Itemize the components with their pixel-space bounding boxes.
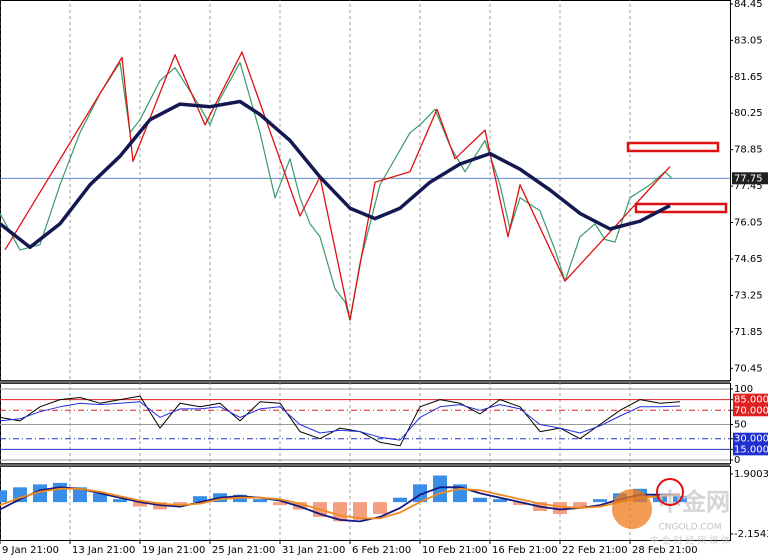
y-tick-label-box [733, 393, 768, 406]
histogram-bar [33, 484, 47, 503]
histogram-bar [393, 497, 407, 503]
x-tick-label: 22 Feb 21:00 [562, 545, 628, 556]
histogram-bar [133, 502, 147, 507]
histogram-bar [113, 499, 127, 503]
y-tick-label: 100 [734, 384, 753, 395]
y-tick-label-box [733, 404, 768, 417]
y-tick-label: 76.05 [734, 218, 763, 229]
histogram-bar [253, 499, 267, 503]
watermark-tagline: 中 金 财 经 网 媒 体 [650, 535, 730, 547]
watermark: 中金网 CNGOLD.COM 中 金 财 经 网 媒 体 [612, 488, 730, 547]
y-tick-label: 84.45 [734, 0, 763, 10]
y-tick-label: 0 [734, 455, 740, 466]
y-tick-label-box [733, 432, 768, 445]
histogram-bar [193, 496, 207, 503]
series-line [0, 99, 671, 250]
x-tick-label: 9 Jan 21:00 [2, 545, 59, 556]
support-box [634, 202, 728, 214]
histogram-bar [93, 493, 107, 503]
current-price-box [732, 172, 768, 185]
highlight-circle [656, 478, 684, 506]
x-tick-label: 6 Feb 21:00 [352, 545, 411, 556]
histogram-bar [173, 502, 187, 506]
histogram-bar [0, 490, 7, 503]
y-tick-label: 80.25 [734, 108, 763, 119]
y-tick-label: 83.05 [734, 35, 763, 46]
y-tick-label: 74.65 [734, 254, 763, 265]
watermark-logo-icon [612, 489, 652, 529]
y-tick-label: 71.85 [734, 327, 763, 338]
y-tick-label: 81.65 [734, 72, 763, 83]
histogram-bar [473, 497, 487, 503]
x-tick-label: 25 Jan 21:00 [212, 545, 275, 556]
histogram-bar [593, 499, 607, 503]
histogram-bar [53, 482, 67, 503]
y-tick-label: 70.45 [734, 363, 763, 374]
current-price-label: 77.75 [734, 173, 763, 184]
histogram-bar [493, 499, 507, 503]
x-tick-label: 19 Jan 21:00 [142, 545, 205, 556]
y-tick-label: 1.9003 [734, 469, 768, 480]
histogram-bar [573, 502, 587, 509]
watermark-url: CNGOLD.COM [658, 523, 721, 533]
histogram-bar [353, 502, 367, 520]
histogram-bar [73, 487, 87, 503]
histogram-bar [273, 502, 287, 506]
x-tick-label: 10 Feb 21:00 [422, 545, 488, 556]
x-tick-label: 16 Feb 21:00 [492, 545, 558, 556]
y-tick-label: 77.45 [734, 181, 763, 192]
histogram-bar [553, 502, 567, 514]
series-line [0, 487, 681, 520]
y-tick-label: 50 [734, 420, 747, 431]
y-tick-label: -2.1543 [734, 529, 768, 540]
series-line [0, 486, 680, 523]
x-tick-label: 13 Jan 21:00 [72, 545, 135, 556]
y-tick-label-box [733, 443, 768, 456]
series-line [0, 401, 681, 441]
series-line [4, 51, 671, 321]
x-tick-label: 31 Jan 21:00 [282, 545, 345, 556]
series-line [0, 395, 681, 447]
y-tick-label: 73.25 [734, 290, 763, 301]
histogram-bar [653, 494, 667, 503]
y-tick-label: 78.85 [734, 145, 763, 156]
resistance-box [626, 141, 720, 153]
x-tick-label: 28 Feb 21:00 [632, 545, 698, 556]
histogram-bar [513, 502, 527, 506]
watermark-logo: 中金网 [658, 488, 730, 516]
histogram-bar [373, 502, 387, 514]
